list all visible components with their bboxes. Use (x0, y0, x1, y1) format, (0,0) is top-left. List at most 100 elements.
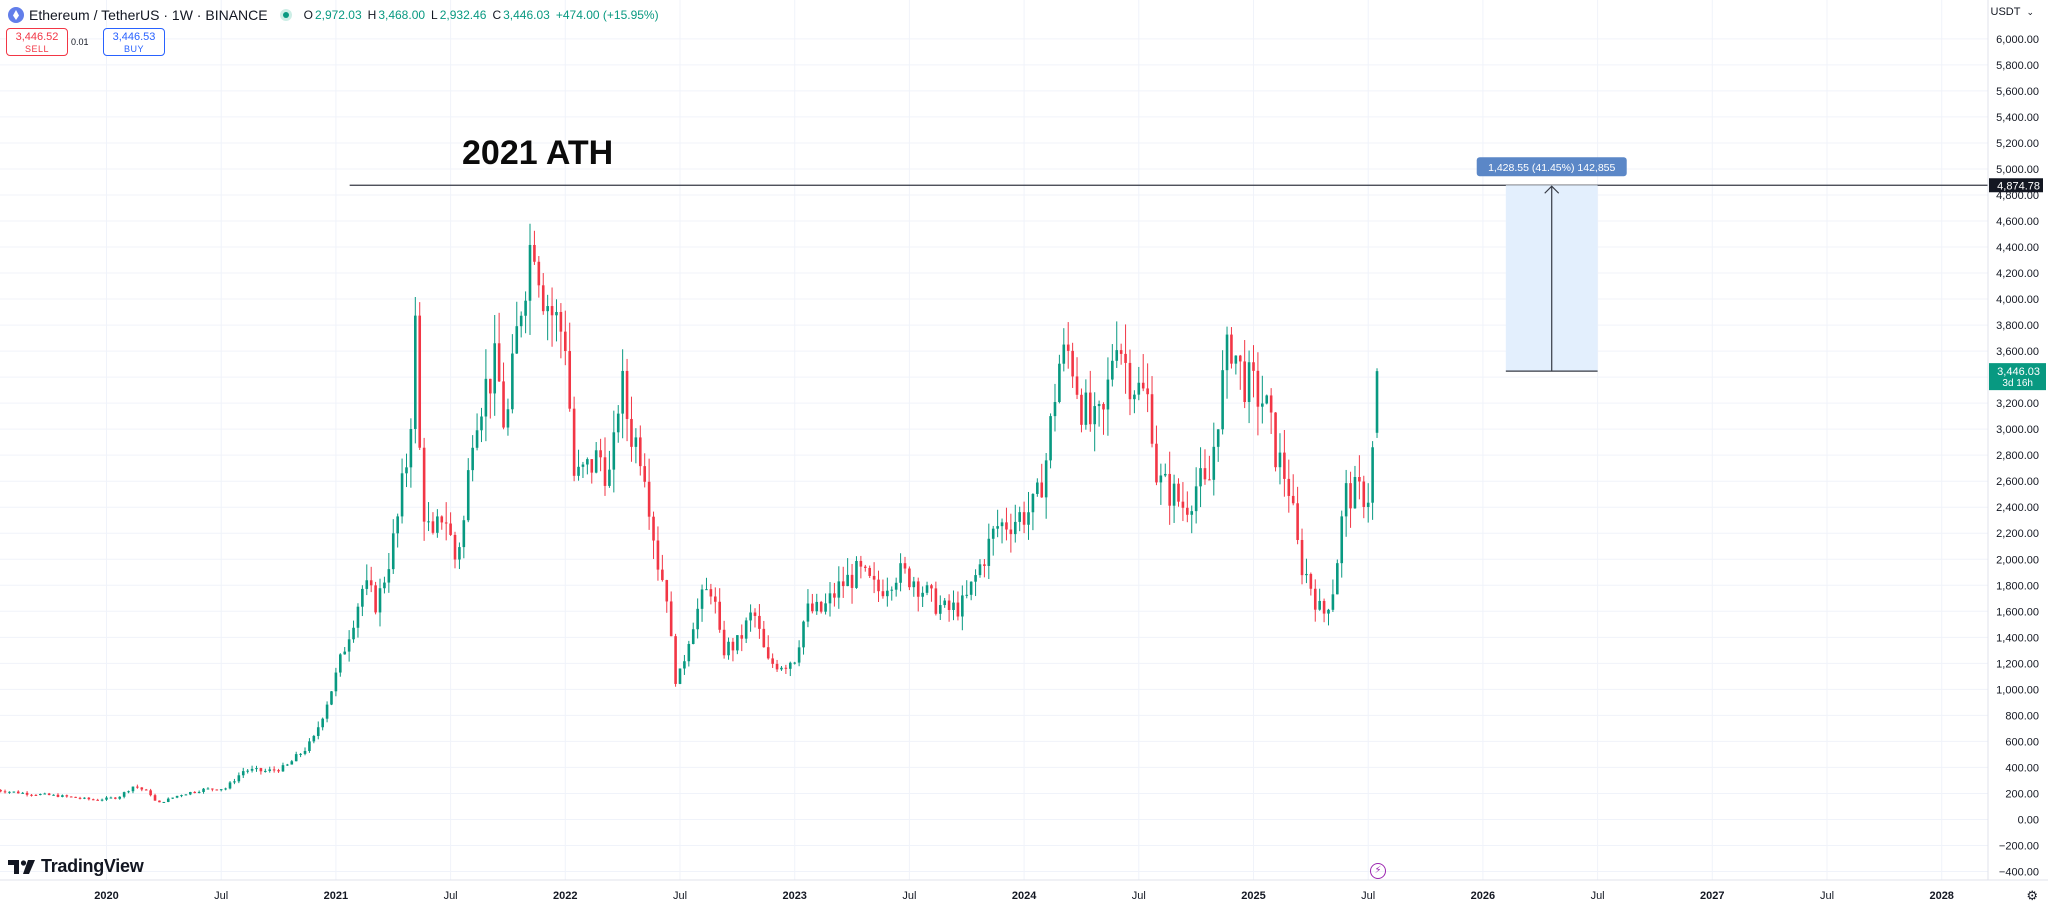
candle-body (930, 585, 933, 589)
price-axis-label: 5,400.00 (1996, 112, 2039, 124)
candle-body (1058, 363, 1061, 403)
settings-gear-icon[interactable]: ⚙ (2026, 888, 2038, 903)
candle-body (983, 564, 986, 566)
candle-body (1313, 588, 1317, 610)
candle-body (493, 343, 497, 394)
candle-body (1027, 512, 1030, 525)
candle-body (1168, 473, 1171, 506)
candle-body (61, 795, 64, 797)
buy-button[interactable]: 3,446.53 BUY (103, 28, 165, 56)
tradingview-logo[interactable]: TradingView (8, 856, 144, 877)
candle-body (233, 781, 236, 783)
candle-body (572, 408, 576, 476)
candle-body (1274, 412, 1277, 468)
candle-body (727, 641, 730, 656)
candle-body (109, 797, 113, 799)
candle-body (440, 516, 444, 523)
ath-price-tag-label: 4,874.78 (1997, 180, 2040, 192)
candle-body (1265, 395, 1269, 404)
candle-body (1106, 379, 1110, 410)
candle-body (947, 600, 951, 611)
candle-body (1097, 403, 1101, 407)
candle-body (1305, 573, 1308, 576)
candle-body (444, 522, 448, 524)
candle-body (586, 459, 589, 465)
symbol-title[interactable]: Ethereum / TetherUS · 1W · BINANCE (29, 7, 268, 23)
candle-body (1221, 370, 1224, 430)
candle-body (652, 516, 655, 541)
candle-body (466, 470, 470, 521)
currency-selector[interactable]: USDT ⌄ (1991, 6, 2035, 18)
candle-body (1000, 522, 1004, 527)
candle-body (740, 635, 744, 639)
candle-body (647, 481, 651, 517)
candle-body (1080, 394, 1083, 425)
candle-body (590, 459, 594, 473)
measure-label: 1,428.55 (41.45%) 142,855 (1488, 162, 1615, 174)
candle-body (1066, 344, 1070, 351)
candle-body (418, 315, 422, 448)
candle-body (391, 533, 395, 570)
market-open-icon (279, 9, 292, 21)
candle-body (815, 601, 819, 612)
high-value: 3,468.00 (378, 8, 426, 22)
candle-body (136, 786, 139, 788)
candle-body (475, 430, 479, 448)
candle-body (175, 795, 179, 798)
sell-label: SELL (24, 44, 50, 54)
ath-annotation[interactable]: 2021 ATH (462, 134, 614, 172)
candle-body (1340, 516, 1344, 564)
candle-body (277, 770, 280, 772)
candle-body (1300, 539, 1304, 576)
candle-body (630, 418, 633, 447)
candle-body (1291, 495, 1295, 504)
price-axis-label: 4,200.00 (1996, 268, 2039, 280)
sell-button[interactable]: 3,446.52 SELL (6, 28, 68, 56)
candle-body (422, 447, 426, 522)
candle-body (705, 589, 708, 591)
candle-body (1199, 468, 1202, 487)
candle-body (458, 547, 461, 560)
candle-body (1022, 512, 1026, 525)
candle-body (564, 331, 567, 352)
candle-body (899, 563, 902, 583)
candle-body (162, 801, 166, 803)
candle-body (52, 794, 55, 796)
candle-body (1203, 468, 1207, 480)
candle-body (74, 796, 77, 798)
candle-body (802, 621, 805, 648)
candle-body (749, 612, 752, 621)
time-axis-label: 2025 (1241, 890, 1265, 902)
candle-body (519, 315, 523, 327)
candle-body (127, 791, 130, 793)
candle-body (259, 768, 263, 772)
candle-body (762, 628, 766, 648)
candle-body (1358, 476, 1361, 482)
candle-body (325, 704, 329, 719)
candle-body (414, 315, 417, 429)
candle-body (577, 466, 580, 476)
candle-body (713, 596, 717, 602)
lightning-icon[interactable]: ⚡ (1370, 863, 1386, 879)
candle-body (237, 775, 241, 782)
candle-body (665, 580, 669, 602)
candle-body (246, 770, 249, 772)
candle-body (863, 566, 867, 568)
candle-body (1261, 403, 1264, 407)
candle-body (1044, 460, 1048, 498)
candle-body (1225, 334, 1229, 371)
price-axis-label: 5,000.00 (1996, 164, 2039, 176)
price-axis-label: 6,000.00 (1996, 34, 2039, 46)
candle-body (1009, 529, 1013, 535)
candle-body (489, 378, 492, 394)
candle-body (524, 300, 527, 316)
last-price-countdown: 3d 16h (2002, 378, 2033, 389)
tradingview-logo-icon (8, 859, 35, 874)
candle-body (268, 769, 272, 771)
candle-body (484, 378, 488, 417)
candle-body (1296, 503, 1299, 540)
candle-body (264, 770, 267, 772)
candle-body (91, 799, 95, 801)
candle-body (255, 768, 258, 770)
